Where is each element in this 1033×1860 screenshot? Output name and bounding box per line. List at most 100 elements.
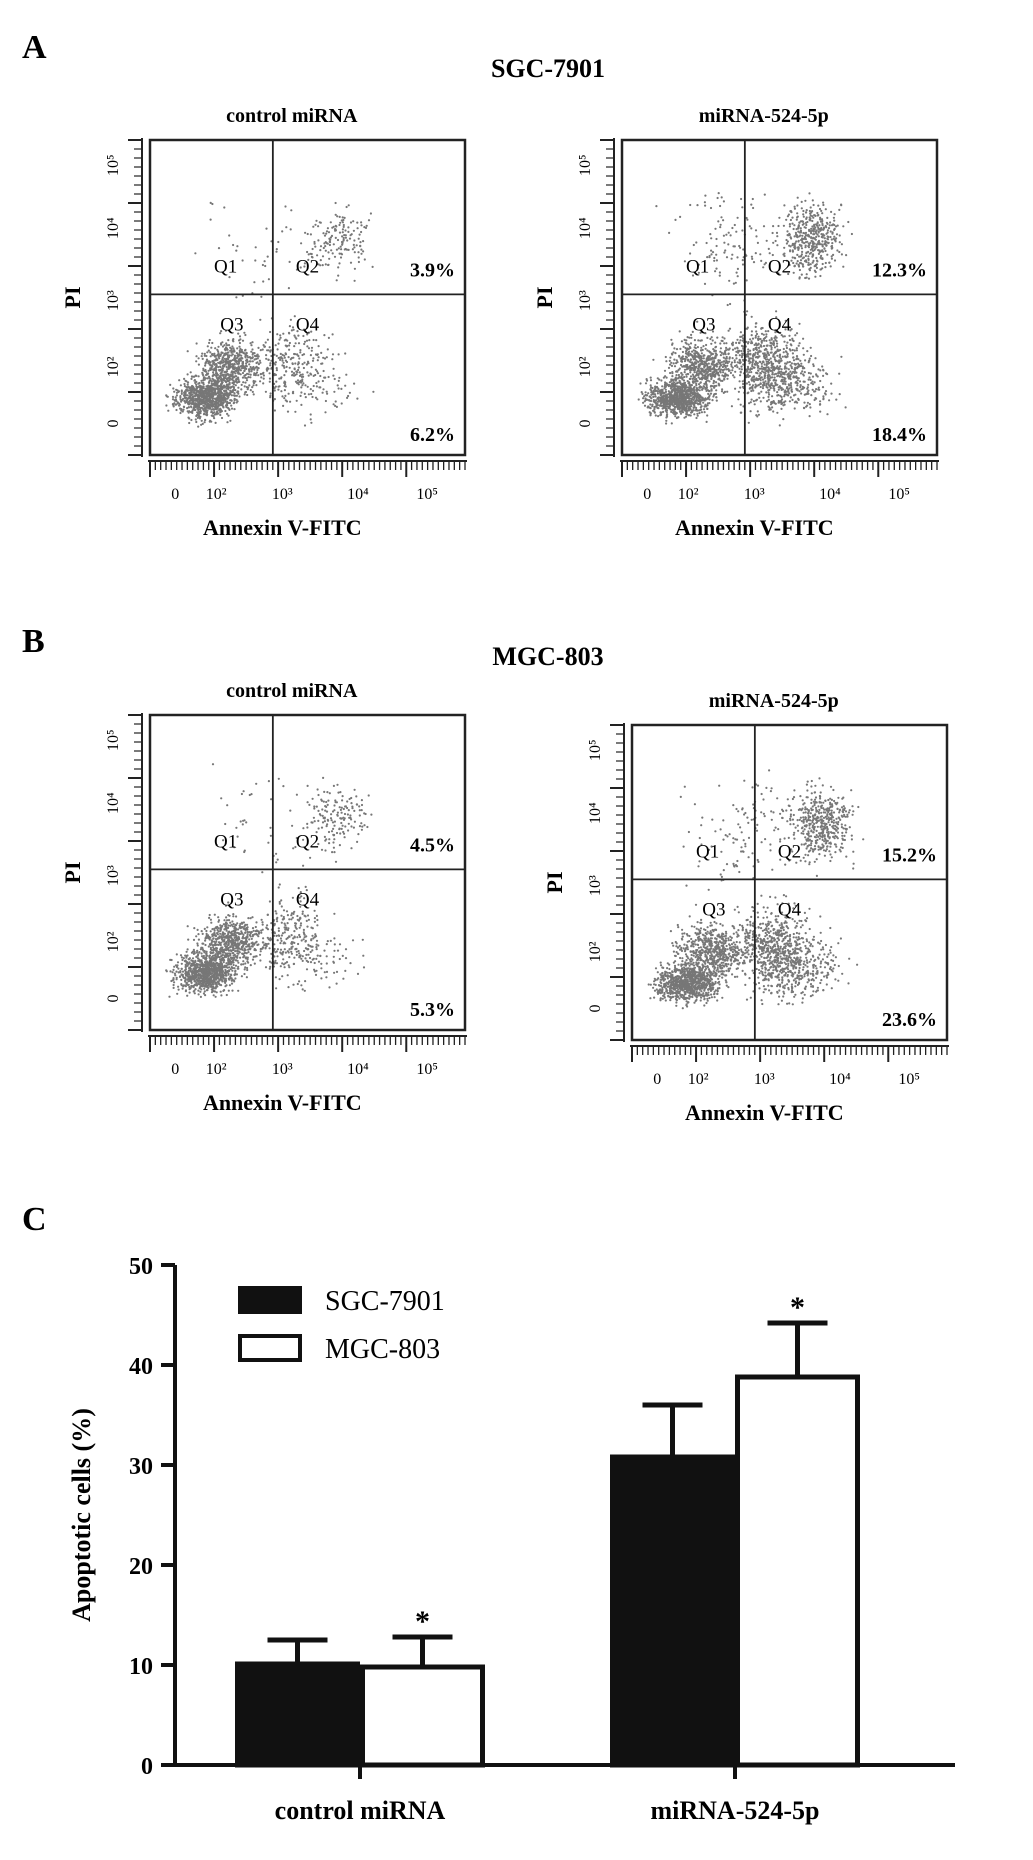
event-dot [297, 363, 299, 365]
event-dot [176, 392, 178, 394]
event-dot [216, 377, 218, 379]
event-dot [783, 395, 785, 397]
event-dot [365, 227, 367, 229]
event-dot [346, 249, 348, 251]
event-dot [346, 397, 348, 399]
event-dot [227, 374, 229, 376]
event-dot [347, 231, 349, 233]
event-dot [740, 412, 742, 414]
event-dot [282, 354, 284, 356]
event-dot [672, 388, 674, 390]
event-dot [205, 374, 207, 376]
event-dot [241, 384, 243, 386]
event-dot [310, 393, 312, 395]
event-dot [315, 220, 317, 222]
event-dot [226, 358, 228, 360]
event-dot [803, 407, 805, 409]
event-dot [796, 357, 798, 359]
event-dot [826, 254, 828, 256]
event-dot [791, 217, 793, 219]
event-dot [690, 342, 692, 344]
event-dot [758, 414, 760, 416]
event-dot [290, 228, 292, 230]
event-dot [332, 375, 334, 377]
event-dot [204, 419, 206, 421]
event-dot [789, 249, 791, 251]
event-dot [807, 384, 809, 386]
event-dot [681, 389, 683, 391]
event-dot [694, 346, 696, 348]
event-dot [644, 400, 646, 402]
event-dot [711, 399, 713, 401]
event-dot [819, 208, 821, 210]
event-dot [805, 211, 807, 213]
event-dot [339, 253, 341, 255]
event-dot [694, 396, 696, 398]
event-dot [242, 259, 244, 261]
event-dot [220, 342, 222, 344]
event-dot [217, 374, 219, 376]
event-dot [790, 344, 792, 346]
event-dot [764, 363, 766, 365]
event-dot [217, 362, 219, 364]
event-dot [338, 387, 340, 389]
event-dot [220, 401, 222, 403]
event-dot [691, 398, 693, 400]
event-dot [794, 235, 796, 237]
event-dot [687, 382, 689, 384]
event-dot [690, 390, 692, 392]
event-dot [340, 256, 342, 258]
event-dot [792, 357, 794, 359]
event-dot [204, 421, 206, 423]
event-dot [784, 367, 786, 369]
event-dot [714, 270, 716, 272]
event-dot [779, 354, 781, 356]
event-dot [763, 369, 765, 371]
event-dot [785, 239, 787, 241]
event-dot [204, 370, 206, 372]
event-dot [187, 417, 189, 419]
event-dot [289, 367, 291, 369]
event-dot [269, 331, 271, 333]
event-dot [799, 342, 801, 344]
event-dot [690, 392, 692, 394]
event-dot [182, 398, 184, 400]
event-dot [677, 377, 679, 379]
event-dot [766, 345, 768, 347]
event-dot [240, 369, 242, 371]
event-dot [825, 245, 827, 247]
event-dot [257, 357, 259, 359]
event-dot [198, 391, 200, 393]
event-dot [269, 381, 271, 383]
event-dot [313, 339, 315, 341]
event-dot [831, 245, 833, 247]
event-dot [834, 213, 836, 215]
event-dot [823, 248, 825, 250]
event-dot [703, 361, 705, 363]
event-dot [244, 334, 246, 336]
event-dot [791, 338, 793, 340]
event-dot [353, 239, 355, 241]
event-dot [662, 389, 664, 391]
event-dot [327, 348, 329, 350]
event-dot [202, 358, 204, 360]
event-dot [212, 392, 214, 394]
event-dot [697, 346, 699, 348]
event-dot [773, 389, 775, 391]
event-dot [822, 397, 824, 399]
event-dot [202, 368, 204, 370]
event-dot [705, 369, 707, 371]
event-dot [827, 229, 829, 231]
event-dot [657, 404, 659, 406]
panel-letter-b: B [22, 623, 45, 660]
event-dot [217, 395, 219, 397]
event-dot [303, 367, 305, 369]
event-dot [713, 349, 715, 351]
event-dot [306, 340, 308, 342]
event-dot [785, 381, 787, 383]
event-dot [805, 261, 807, 263]
event-dot [684, 360, 686, 362]
event-dot [341, 402, 343, 404]
event-dot [760, 346, 762, 348]
event-dot [659, 390, 661, 392]
